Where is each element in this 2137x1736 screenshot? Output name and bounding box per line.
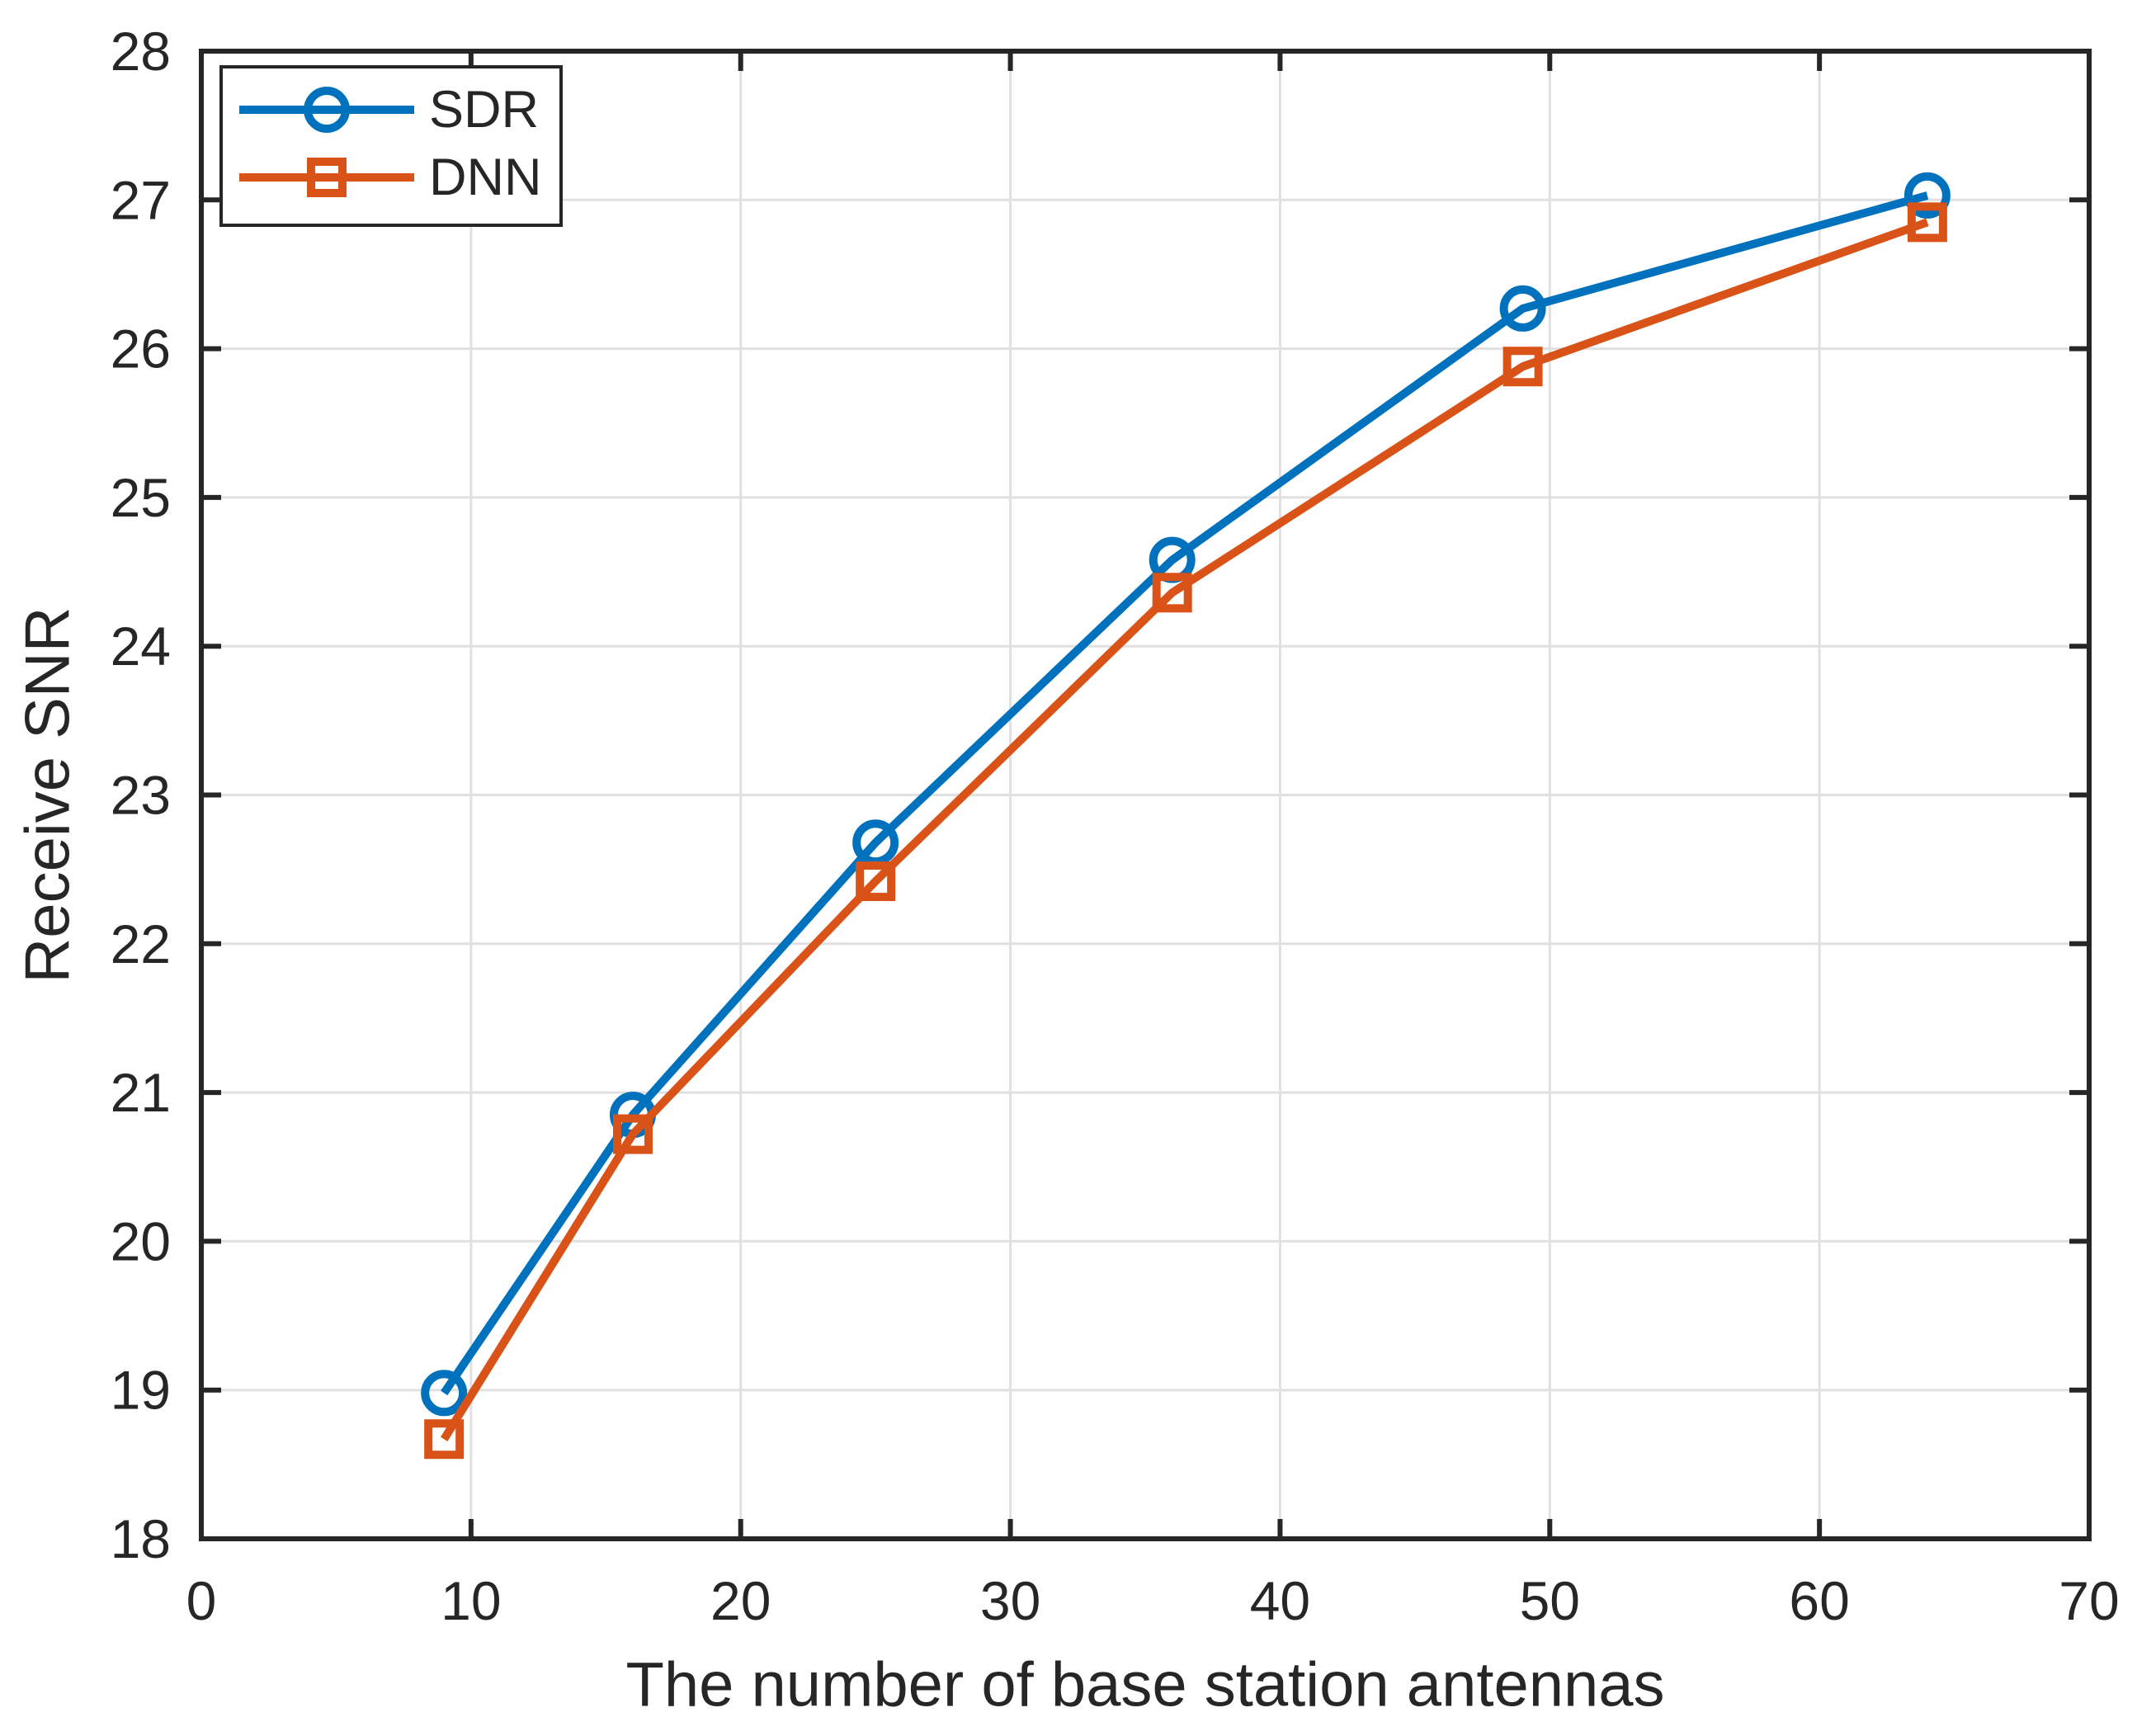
- sdr-marker-9: [421, 1370, 468, 1417]
- y-tick-label-19: 19: [111, 1360, 171, 1421]
- dnn-line: [440, 218, 1929, 1441]
- y-tick-label-28: 28: [111, 21, 171, 82]
- y-tick-label-20: 20: [111, 1210, 171, 1271]
- y-tick-label-18: 18: [111, 1508, 171, 1569]
- y-tick-label-25: 25: [111, 467, 171, 528]
- sdr-line: [441, 191, 1929, 1396]
- dnn-marker-9: [424, 1419, 465, 1460]
- legend-label-sdr: SDR: [429, 81, 539, 139]
- x-tick-label-20: 20: [710, 1570, 771, 1631]
- sdr-marker-49: [1499, 285, 1546, 332]
- x-tick-label-70: 70: [2059, 1570, 2119, 1631]
- y-tick-label-27: 27: [111, 169, 171, 230]
- y-tick-label-24: 24: [111, 616, 171, 677]
- dnn-marker-49: [1503, 347, 1543, 387]
- x-tick-label-40: 40: [1250, 1570, 1310, 1631]
- x-axis-label: The number of base station antennas: [625, 1650, 1664, 1720]
- y-tick-label-21: 21: [111, 1062, 171, 1123]
- y-tick-label-23: 23: [111, 765, 171, 826]
- legend-label-dnn: DNN: [429, 149, 542, 206]
- x-tick-label-0: 0: [186, 1570, 217, 1631]
- x-tick-label-50: 50: [1520, 1570, 1580, 1631]
- sdr-marker-64: [1903, 172, 1951, 219]
- y-tick-label-22: 22: [111, 913, 171, 974]
- dnn-marker-16: [612, 1114, 653, 1154]
- x-tick-label-60: 60: [1789, 1570, 1849, 1631]
- dnn-marker-64: [1907, 202, 1947, 243]
- dnn-marker-36: [1152, 573, 1192, 613]
- y-axis-label: Receive SNR: [13, 606, 83, 983]
- x-tick-label-30: 30: [980, 1570, 1040, 1631]
- legend-box: [219, 65, 563, 227]
- x-tick-label-10: 10: [441, 1570, 501, 1631]
- y-tick-label-26: 26: [111, 318, 171, 380]
- legend-marker-sdr: [304, 87, 350, 133]
- dnn-marker-25: [856, 861, 896, 902]
- legend-marker-dnn: [307, 158, 347, 197]
